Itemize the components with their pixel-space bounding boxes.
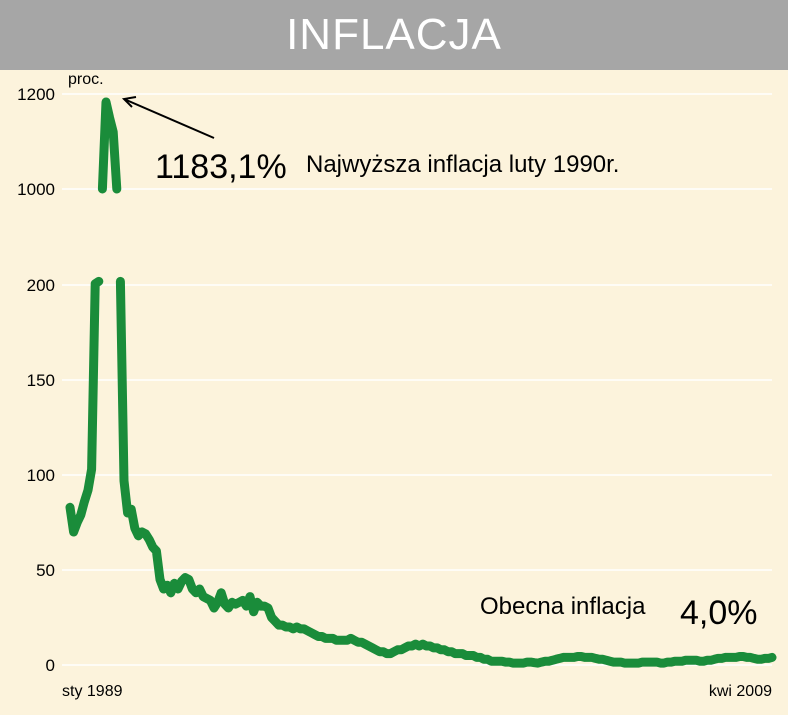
peak-arrowhead [121,96,137,108]
gridlines [62,93,772,666]
current-text-annotation: Obecna inflacja [480,593,646,620]
peak-value-annotation: 1183,1% [155,148,287,186]
y-tick-label: 0 [46,656,55,675]
y-axis-ticks: 0 50 100 150 200 1000 1200 [17,85,55,675]
series-line-group [65,97,777,668]
y-tick-label: 1000 [17,180,55,199]
title-bar: INFLACJA [0,0,788,70]
series-line [115,276,777,668]
y-tick-label: 150 [27,371,55,390]
y-axis-unit-label: proc. [68,71,104,88]
peak-arrow-line [123,98,215,139]
peak-text-annotation: Najwyższa inflacja luty 1990r. [306,151,619,178]
y-tick-label: 1200 [17,85,55,104]
x-start-label: sty 1989 [62,683,123,700]
chart-title: INFLACJA [286,10,502,59]
series-line [65,276,104,537]
y-tick-label: 50 [36,561,55,580]
y-tick-label: 200 [27,276,55,295]
series-line [97,97,122,194]
current-value-annotation: 4,0% [680,594,758,632]
x-end-label: kwi 2009 [709,683,772,700]
y-tick-label: 100 [27,466,55,485]
